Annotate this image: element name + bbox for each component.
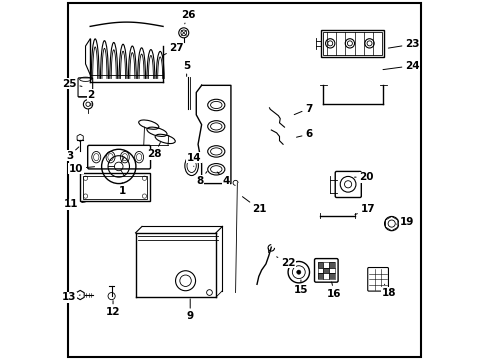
Bar <box>328 262 334 267</box>
Text: 25: 25 <box>62 78 82 89</box>
Text: 5: 5 <box>183 61 190 76</box>
Text: 22: 22 <box>276 257 295 268</box>
Bar <box>323 32 381 55</box>
Bar <box>328 273 334 279</box>
Bar <box>317 262 323 267</box>
Text: 16: 16 <box>326 282 341 298</box>
Text: 3: 3 <box>66 147 79 161</box>
Text: 27: 27 <box>163 43 183 55</box>
Text: 26: 26 <box>181 10 195 24</box>
Bar <box>323 267 328 273</box>
Text: 19: 19 <box>396 217 413 227</box>
Bar <box>328 273 334 279</box>
Bar <box>317 262 323 267</box>
Text: 9: 9 <box>186 299 193 321</box>
Text: 21: 21 <box>242 197 266 214</box>
Text: 12: 12 <box>105 301 120 317</box>
Text: 18: 18 <box>381 284 396 297</box>
Text: 11: 11 <box>64 199 85 209</box>
Text: 28: 28 <box>147 143 162 159</box>
Text: 4: 4 <box>217 172 229 186</box>
Text: 8: 8 <box>196 171 206 186</box>
Text: 14: 14 <box>186 153 201 166</box>
Text: 24: 24 <box>382 61 419 71</box>
Bar <box>323 267 328 273</box>
Bar <box>323 273 328 279</box>
Circle shape <box>296 270 300 274</box>
Bar <box>328 262 334 267</box>
Bar <box>317 273 323 279</box>
Text: 2: 2 <box>87 90 94 106</box>
Bar <box>83 176 147 199</box>
Bar <box>317 273 323 279</box>
Bar <box>317 267 323 273</box>
Text: 1: 1 <box>119 183 126 197</box>
Text: 6: 6 <box>296 129 312 139</box>
Text: 17: 17 <box>354 204 374 215</box>
Text: 15: 15 <box>293 280 307 295</box>
Text: 10: 10 <box>68 163 94 174</box>
Bar <box>321 30 383 57</box>
Text: 13: 13 <box>61 292 80 302</box>
Bar <box>328 267 334 273</box>
Bar <box>323 262 328 267</box>
Text: 7: 7 <box>294 104 312 114</box>
Text: 20: 20 <box>354 172 373 182</box>
Bar <box>80 173 149 202</box>
Text: 23: 23 <box>387 39 419 49</box>
